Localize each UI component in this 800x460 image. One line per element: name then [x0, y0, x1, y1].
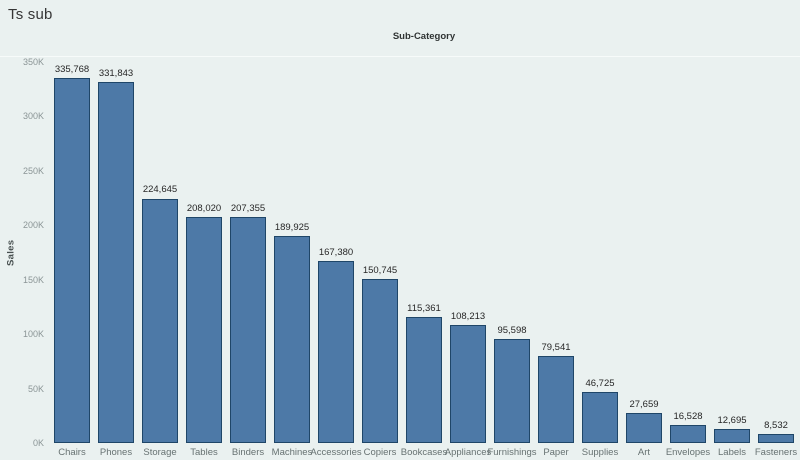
x-axis-labels: Chairs Phones Storage Tables Binders Machines…: [54, 447, 797, 460]
bar[interactable]: [142, 198, 178, 443]
bar[interactable]: [450, 325, 486, 443]
bar-value-label: 108,213: [450, 311, 486, 323]
bar-value-label: 46,725: [585, 378, 615, 390]
bar[interactable]: [230, 217, 266, 443]
x-tick-label: Bookcases: [400, 447, 448, 458]
bar[interactable]: [274, 236, 310, 443]
bar[interactable]: [494, 338, 530, 443]
bar-value-label: 79,541: [541, 342, 571, 354]
x-tick-label: Copiers: [363, 447, 397, 458]
x-tick-label: Phones: [99, 447, 133, 458]
y-tick-label: 0K: [32, 438, 44, 448]
bar-value-label: 167,380: [318, 246, 354, 258]
bar[interactable]: [758, 433, 794, 443]
x-tick-label: Fasteners: [754, 447, 798, 458]
bar[interactable]: [98, 81, 134, 443]
x-tick-label: Accessories: [310, 447, 362, 458]
bar-value-label: 331,843: [98, 67, 134, 79]
y-tick-label: 200K: [22, 220, 44, 231]
x-tick-label: Appliances: [444, 447, 492, 458]
x-tick-label: Labels: [718, 447, 746, 458]
bar-value-label: 16,528: [673, 411, 703, 423]
x-tick-label: Supplies: [581, 447, 619, 458]
bar[interactable]: [714, 429, 750, 443]
y-tick-label: 350K: [22, 57, 44, 67]
x-tick-label: Art: [637, 447, 651, 458]
bar[interactable]: [54, 77, 90, 443]
bar[interactable]: [582, 392, 618, 443]
column-header-sub-category: Sub-Category: [392, 31, 456, 42]
bar[interactable]: [362, 278, 398, 443]
bar-value-label: 150,745: [362, 264, 398, 276]
y-tick-label: 300K: [22, 111, 44, 122]
bar[interactable]: [670, 425, 706, 443]
y-axis-ticks: 0K 50K 100K 150K 200K 250K 300K 350K: [0, 57, 47, 448]
bar-value-label: 208,020: [186, 202, 222, 214]
x-tick-label: Furnishings: [487, 447, 537, 458]
bar-value-label: 95,598: [497, 324, 527, 336]
bar-value-label: 27,659: [629, 398, 659, 410]
bar[interactable]: [186, 216, 222, 443]
y-tick-label: 150K: [22, 274, 44, 285]
chart-title: Ts sub: [8, 6, 53, 23]
bar-value-label: 335,768: [54, 63, 90, 75]
bar-value-label: 8,532: [764, 419, 788, 431]
x-tick-label: Storage: [143, 447, 177, 458]
bar[interactable]: [318, 260, 354, 443]
bar-chart-plot-area: 335,768 331,843 224,645 208,020 207,355 189,9…: [54, 62, 794, 443]
y-tick-label: 50K: [27, 383, 44, 394]
x-tick-label: Binders: [231, 447, 265, 458]
bar-value-label: 207,355: [230, 203, 266, 215]
y-tick-label: 100K: [22, 329, 44, 340]
header-divider-line: [0, 56, 800, 57]
x-tick-label: Tables: [190, 447, 218, 458]
x-tick-label: Envelopes: [665, 447, 711, 458]
y-tick-label: 250K: [22, 165, 44, 176]
bar[interactable]: [406, 317, 442, 443]
bar-value-label: 115,361: [407, 303, 441, 315]
x-tick-label: Chairs: [58, 447, 86, 458]
x-tick-label: Paper: [543, 447, 569, 458]
bar[interactable]: [538, 356, 574, 443]
bar-value-label: 189,925: [274, 222, 310, 234]
x-tick-label: Machines: [271, 447, 313, 458]
bar-value-label: 224,645: [142, 184, 178, 196]
bar[interactable]: [626, 412, 662, 443]
bar-value-label: 12,695: [717, 415, 747, 427]
